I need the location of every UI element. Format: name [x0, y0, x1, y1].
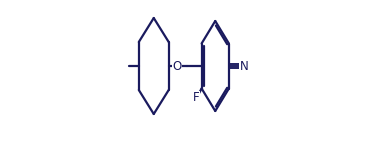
Text: O: O: [173, 60, 182, 72]
Text: N: N: [239, 60, 248, 72]
Text: F: F: [193, 91, 200, 104]
